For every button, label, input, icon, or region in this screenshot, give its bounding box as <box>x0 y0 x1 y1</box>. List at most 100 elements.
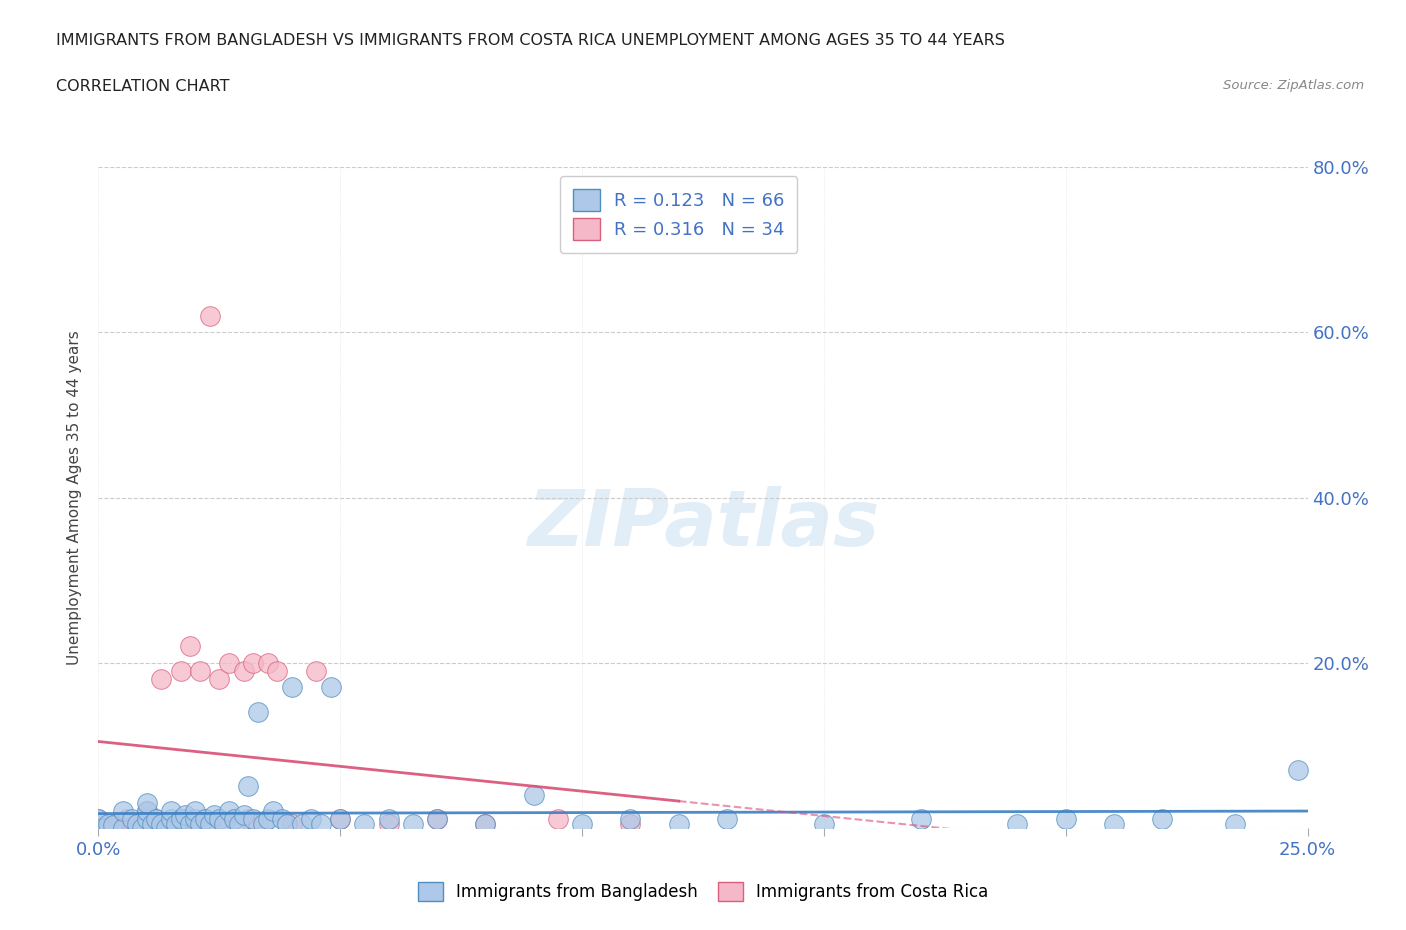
Point <box>150 671 173 686</box>
Point <box>145 812 167 827</box>
Point <box>135 804 157 818</box>
Point <box>127 817 149 831</box>
Point <box>150 817 173 831</box>
Point <box>319 680 342 695</box>
Point <box>198 817 221 831</box>
Legend: R = 0.123   N = 66, R = 0.316   N = 34: R = 0.123 N = 66, R = 0.316 N = 34 <box>560 177 797 253</box>
Point <box>1223 817 1246 831</box>
Point <box>256 656 278 671</box>
Point <box>232 663 254 678</box>
Point <box>179 817 201 831</box>
Point <box>813 817 835 831</box>
Point <box>309 817 332 831</box>
Point <box>271 812 294 827</box>
Point <box>212 817 235 831</box>
Y-axis label: Unemployment Among Ages 35 to 44 years: Unemployment Among Ages 35 to 44 years <box>67 330 83 665</box>
Point <box>266 663 288 678</box>
Point <box>262 804 284 818</box>
Point <box>97 817 120 831</box>
Point <box>184 820 207 835</box>
Point <box>135 812 157 827</box>
Point <box>165 817 187 831</box>
Point <box>155 820 177 835</box>
Point <box>1152 812 1174 827</box>
Point <box>716 812 738 827</box>
Point <box>145 812 167 827</box>
Point <box>117 812 139 827</box>
Point <box>204 808 226 823</box>
Point <box>547 812 569 827</box>
Point <box>208 812 231 827</box>
Point <box>426 812 449 827</box>
Point <box>474 817 496 831</box>
Point <box>252 817 274 831</box>
Point <box>299 812 322 827</box>
Point <box>131 820 153 835</box>
Point <box>188 663 211 678</box>
Point <box>1286 763 1309 777</box>
Point <box>184 812 207 827</box>
Point <box>242 812 264 827</box>
Point <box>111 804 134 818</box>
Point <box>247 705 270 720</box>
Point <box>353 817 375 831</box>
Point <box>222 812 245 827</box>
Point <box>222 812 245 827</box>
Point <box>247 817 270 831</box>
Point <box>218 804 240 818</box>
Point <box>141 817 163 831</box>
Point <box>571 817 593 831</box>
Point <box>256 812 278 827</box>
Point <box>329 812 352 827</box>
Point <box>184 804 207 818</box>
Point <box>169 812 191 827</box>
Point <box>305 663 328 678</box>
Point <box>135 795 157 810</box>
Point <box>232 808 254 823</box>
Point <box>194 812 217 827</box>
Point <box>107 817 129 831</box>
Point <box>619 817 641 831</box>
Point <box>377 817 399 831</box>
Point <box>91 820 114 835</box>
Point <box>179 639 201 654</box>
Point <box>87 812 110 827</box>
Point <box>97 820 120 835</box>
Point <box>160 817 183 831</box>
Point <box>188 817 211 831</box>
Point <box>111 820 134 835</box>
Text: Source: ZipAtlas.com: Source: ZipAtlas.com <box>1223 79 1364 92</box>
Point <box>668 817 690 831</box>
Point <box>377 812 399 827</box>
Point <box>127 820 149 835</box>
Point <box>281 817 304 831</box>
Point <box>228 817 250 831</box>
Text: ZIPatlas: ZIPatlas <box>527 486 879 562</box>
Point <box>1102 817 1125 831</box>
Point <box>135 804 157 818</box>
Point <box>402 817 425 831</box>
Point <box>198 309 221 324</box>
Point <box>87 812 110 827</box>
Point <box>101 817 124 832</box>
Point <box>169 663 191 678</box>
Point <box>281 680 304 695</box>
Point <box>290 817 312 831</box>
Point <box>276 817 298 831</box>
Point <box>426 812 449 827</box>
Point <box>218 656 240 671</box>
Point <box>212 817 235 831</box>
Point <box>1054 812 1077 827</box>
Point <box>194 812 217 827</box>
Point <box>329 812 352 827</box>
Point <box>474 817 496 831</box>
Point <box>910 812 932 827</box>
Point <box>523 787 546 802</box>
Point <box>121 812 143 827</box>
Point <box>238 812 260 827</box>
Point <box>208 671 231 686</box>
Point <box>160 812 183 827</box>
Point <box>174 808 197 823</box>
Point <box>1007 817 1029 831</box>
Point <box>242 656 264 671</box>
